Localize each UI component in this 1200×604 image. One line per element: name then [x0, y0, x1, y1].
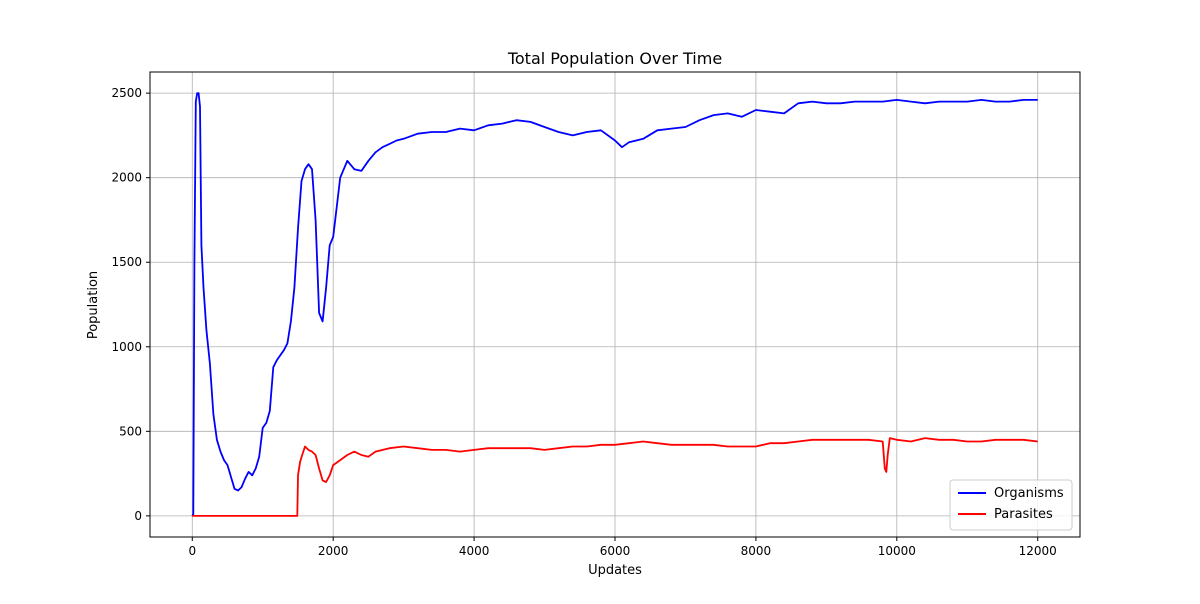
y-axis-ticks: 0 500 1000 1500 2000 2500 [111, 86, 150, 523]
legend-label-organisms: Organisms [994, 486, 1064, 501]
y-tick-label: 1000 [111, 340, 142, 354]
x-tick-label: 12000 [1019, 544, 1057, 558]
y-tick-label: 1500 [111, 255, 142, 269]
x-tick-label: 6000 [600, 544, 631, 558]
x-tick-label: 4000 [459, 544, 490, 558]
y-axis-label: Population [86, 271, 101, 339]
x-tick-label: 10000 [878, 544, 916, 558]
x-axis-label: Updates [588, 563, 642, 578]
y-tick-label: 0 [134, 509, 142, 523]
x-axis-ticks: 0 2000 4000 6000 8000 10000 12000 [188, 537, 1057, 558]
grid [150, 72, 1080, 537]
chart-title: Total Population Over Time [507, 49, 722, 68]
x-tick-label: 8000 [741, 544, 772, 558]
series-layer [191, 92, 1038, 517]
series-line-parasites [192, 437, 1038, 517]
legend-label-parasites: Parasites [994, 507, 1053, 522]
y-tick-label: 500 [119, 424, 142, 438]
series-line-organisms [191, 92, 1038, 517]
x-tick-label: 0 [188, 544, 196, 558]
x-tick-label: 2000 [318, 544, 349, 558]
y-tick-label: 2000 [111, 171, 142, 185]
y-tick-label: 2500 [111, 86, 142, 100]
legend: Organisms Parasites [949, 479, 1073, 531]
